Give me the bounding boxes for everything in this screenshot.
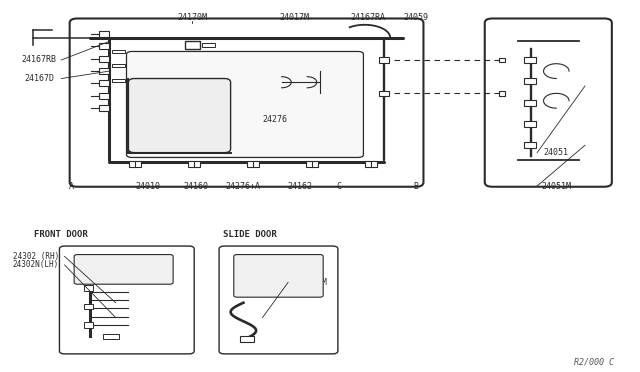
- FancyBboxPatch shape: [60, 246, 194, 354]
- Text: 24167RA: 24167RA: [350, 13, 385, 22]
- Bar: [379, 57, 389, 62]
- Text: 24062M: 24062M: [300, 278, 328, 287]
- Bar: [84, 285, 93, 291]
- Bar: [84, 304, 93, 309]
- Bar: [524, 78, 536, 84]
- Bar: [499, 91, 505, 96]
- FancyBboxPatch shape: [127, 51, 364, 157]
- Text: R2/000 C: R2/000 C: [574, 357, 614, 366]
- Bar: [99, 105, 109, 111]
- Bar: [99, 68, 109, 74]
- Bar: [307, 161, 318, 167]
- Text: 24059: 24059: [403, 13, 428, 22]
- Bar: [247, 161, 259, 167]
- Bar: [524, 121, 536, 127]
- Text: SLIDE DOOR: SLIDE DOOR: [223, 230, 276, 239]
- Text: 24160: 24160: [183, 182, 208, 190]
- Text: 24276+A: 24276+A: [226, 182, 261, 190]
- FancyBboxPatch shape: [219, 246, 338, 354]
- Bar: [188, 161, 200, 167]
- Text: FRONT DOOR: FRONT DOOR: [35, 230, 88, 239]
- Text: 24302 (RH): 24302 (RH): [13, 252, 59, 261]
- Bar: [113, 49, 125, 52]
- FancyBboxPatch shape: [74, 254, 173, 284]
- Text: 24017M: 24017M: [280, 13, 310, 22]
- Bar: [365, 161, 377, 167]
- Text: 24051M: 24051M: [541, 182, 572, 190]
- Text: 24010: 24010: [135, 182, 160, 190]
- FancyBboxPatch shape: [234, 254, 323, 297]
- FancyBboxPatch shape: [129, 78, 230, 153]
- Bar: [524, 100, 536, 106]
- Text: 24051: 24051: [544, 148, 569, 157]
- Text: 24167RB: 24167RB: [22, 55, 56, 64]
- Bar: [240, 336, 254, 341]
- Bar: [99, 31, 109, 37]
- Bar: [99, 93, 109, 99]
- Bar: [379, 91, 389, 96]
- Bar: [99, 44, 109, 49]
- Bar: [524, 142, 536, 148]
- FancyBboxPatch shape: [70, 19, 424, 187]
- Bar: [129, 161, 141, 167]
- Text: 24302N(LH): 24302N(LH): [13, 260, 59, 269]
- Text: 24167D: 24167D: [24, 74, 54, 83]
- Bar: [524, 57, 536, 63]
- Text: C: C: [337, 182, 342, 190]
- Bar: [499, 58, 505, 62]
- Text: A: A: [68, 182, 74, 190]
- Bar: [113, 64, 125, 67]
- Text: 24170M: 24170M: [177, 13, 207, 22]
- Text: 24162: 24162: [287, 182, 312, 190]
- FancyBboxPatch shape: [484, 19, 612, 187]
- Bar: [113, 79, 125, 82]
- Bar: [99, 80, 109, 86]
- Text: B: B: [413, 182, 419, 190]
- Bar: [99, 56, 109, 62]
- Bar: [103, 334, 119, 339]
- Bar: [202, 43, 214, 47]
- Bar: [84, 323, 93, 328]
- Bar: [184, 41, 200, 49]
- Text: 24276: 24276: [263, 115, 288, 124]
